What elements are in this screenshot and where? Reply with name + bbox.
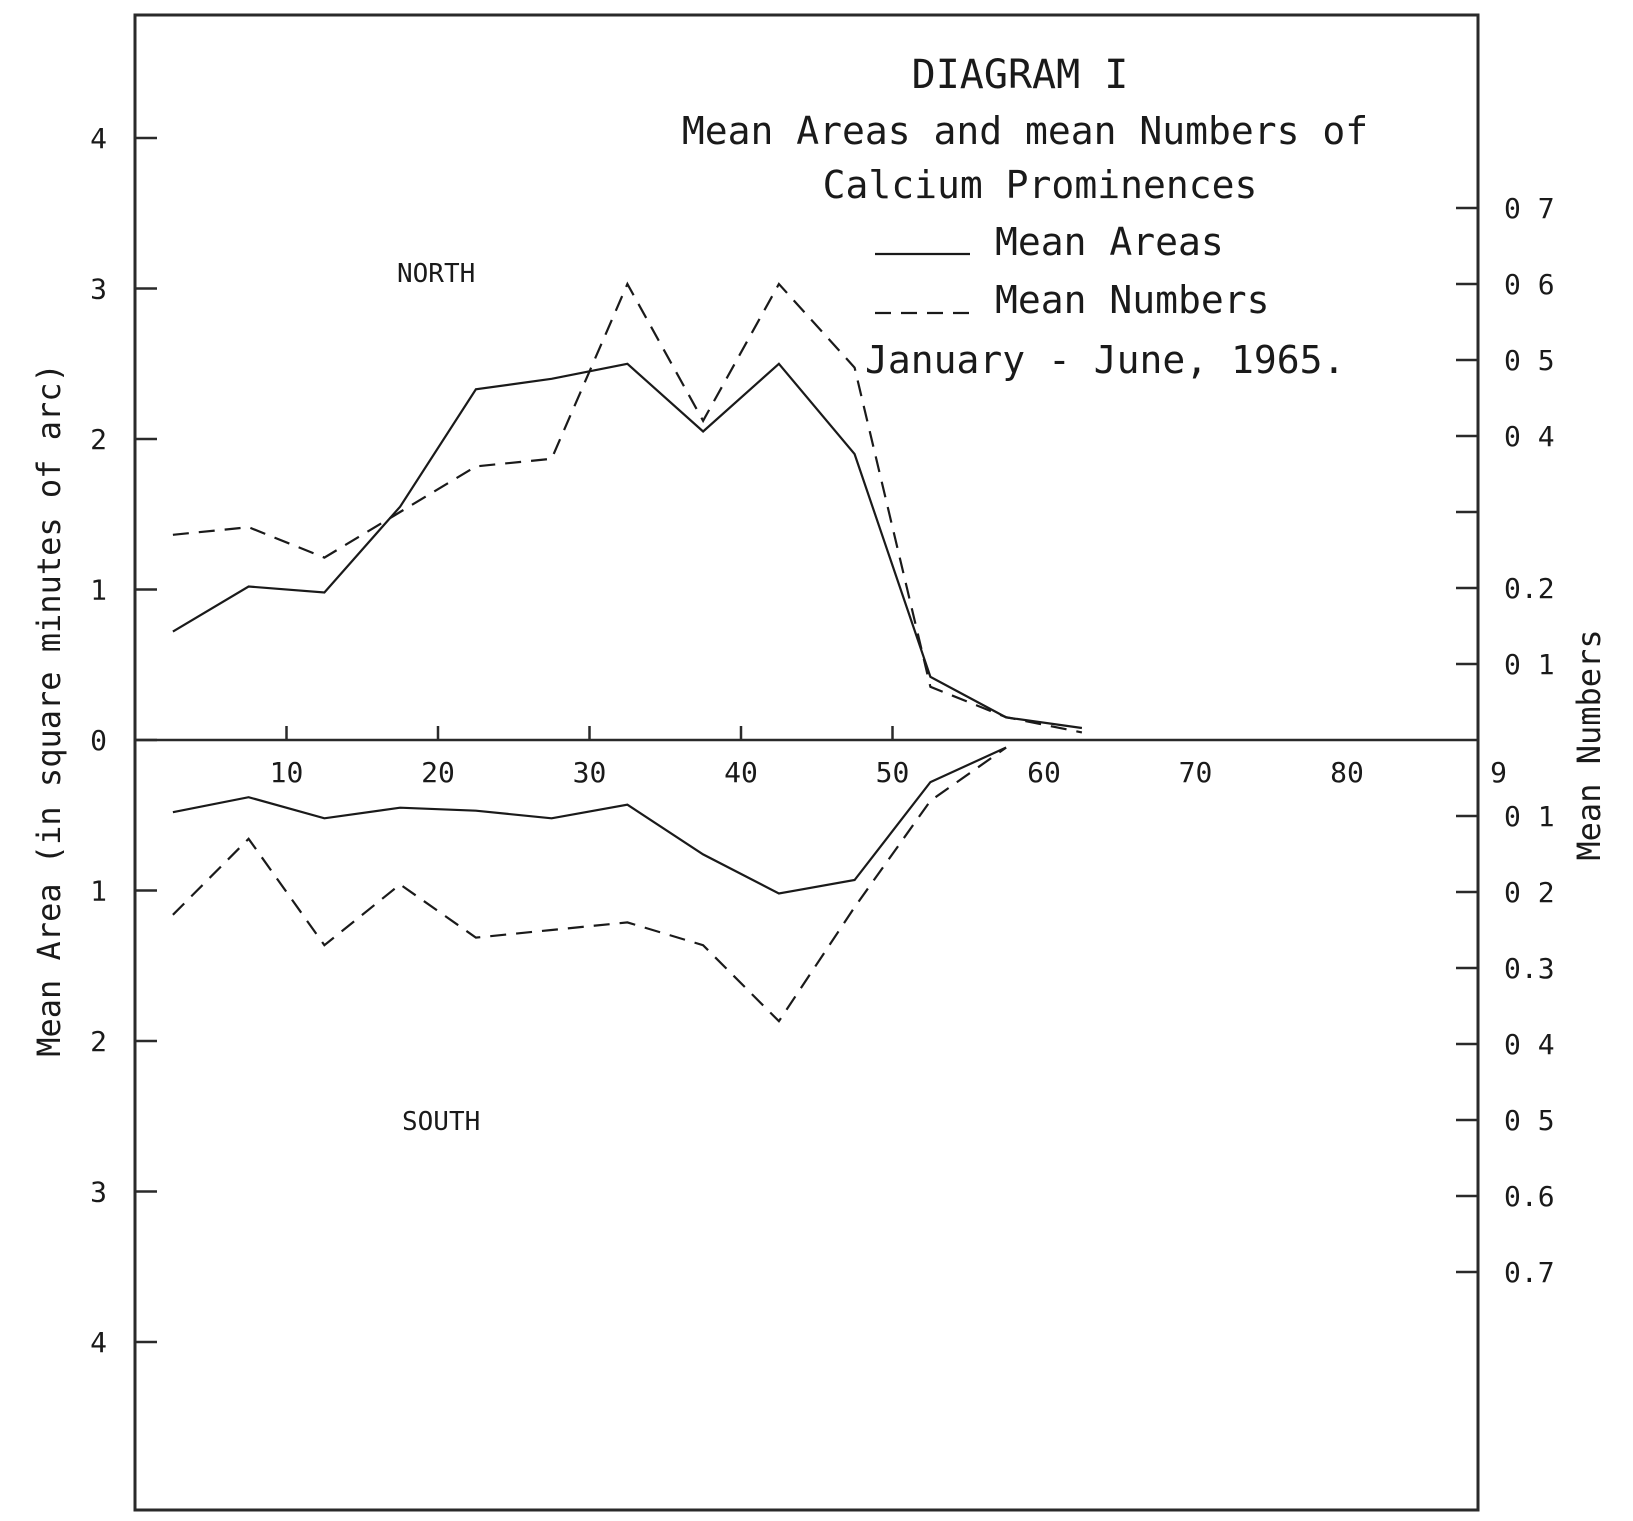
x-ticks: 10 20 30 40 50 60 70 80 9: [270, 726, 1507, 789]
series-mean-areas-north: [172, 362, 1083, 730]
left-tick-label: 0: [90, 724, 107, 757]
right-tick-label: 0 4: [1504, 1028, 1555, 1061]
right-tick-label: 0.6: [1504, 1180, 1555, 1213]
x-tick-label: 10: [270, 756, 304, 789]
chart-title: DIAGRAM I: [912, 52, 1129, 98]
legend-label-mean-numbers: Mean Numbers: [995, 278, 1270, 322]
right-tick-label: 0 5: [1504, 1104, 1555, 1137]
left-tick-label: 1: [90, 574, 107, 607]
x-tick-label: 70: [1179, 756, 1213, 789]
right-tick-label: 0 5: [1504, 344, 1555, 377]
right-tick-label: 0 1: [1504, 800, 1555, 833]
right-tick-label: 0 2: [1504, 876, 1555, 909]
right-tick-label: 0.3: [1504, 952, 1555, 985]
left-tick-label: 4: [90, 1326, 107, 1359]
x-tick-label: 30: [573, 756, 607, 789]
right-tick-label: 0.7: [1504, 1256, 1555, 1289]
left-tick-label: 4: [90, 122, 107, 155]
right-y-ticks: 0 7 0 6 0 5 0 4 0.2 0 1 0 1 0 2 0.3 0 4 0 5 0.6 0.7: [1456, 192, 1555, 1289]
right-axis-title: Mean Numbers: [1570, 629, 1608, 860]
left-tick-label: 2: [90, 423, 107, 456]
x-tick-label: 20: [421, 756, 455, 789]
right-tick-label: 0.2: [1504, 572, 1555, 605]
chart-subtitle-line-2: Calcium Prominences: [823, 163, 1258, 207]
plot-frame: [133, 13, 1480, 1512]
x-tick-label: 9: [1490, 756, 1507, 789]
legend-label-mean-areas: Mean Areas: [995, 220, 1224, 264]
left-tick-label: 1: [90, 875, 107, 908]
right-tick-label: 0 4: [1504, 420, 1555, 453]
left-y-ticks: 4 3 2 1 0 1 2 3 4: [90, 122, 157, 1359]
x-tick-label: 60: [1027, 756, 1061, 789]
left-tick-label: 3: [90, 1176, 107, 1209]
x-tick-label: 80: [1330, 756, 1364, 789]
right-tick-label: 0 6: [1504, 268, 1555, 301]
series-mean-areas-south: [172, 746, 1007, 895]
north-label: NORTH: [397, 259, 475, 289]
left-tick-label: 3: [90, 273, 107, 306]
series-mean-numbers-north: [172, 281, 1083, 734]
series-mean-numbers-south: [172, 746, 1007, 1023]
x-tick-label: 40: [724, 756, 758, 789]
left-axis-title: Mean Area (in square minutes of arc): [30, 363, 68, 1057]
left-tick-label: 2: [90, 1025, 107, 1058]
chart-subtitle-line-1: Mean Areas and mean Numbers of: [682, 109, 1368, 153]
x-tick-label: 50: [876, 756, 910, 789]
right-tick-label: 0 7: [1504, 192, 1555, 225]
south-label: SOUTH: [402, 1107, 480, 1137]
period-label: January - June, 1965.: [865, 338, 1345, 382]
right-tick-label: 0 1: [1504, 648, 1555, 681]
series-lines: [172, 281, 1083, 1023]
legend: Mean Areas Mean Numbers: [875, 220, 1270, 322]
